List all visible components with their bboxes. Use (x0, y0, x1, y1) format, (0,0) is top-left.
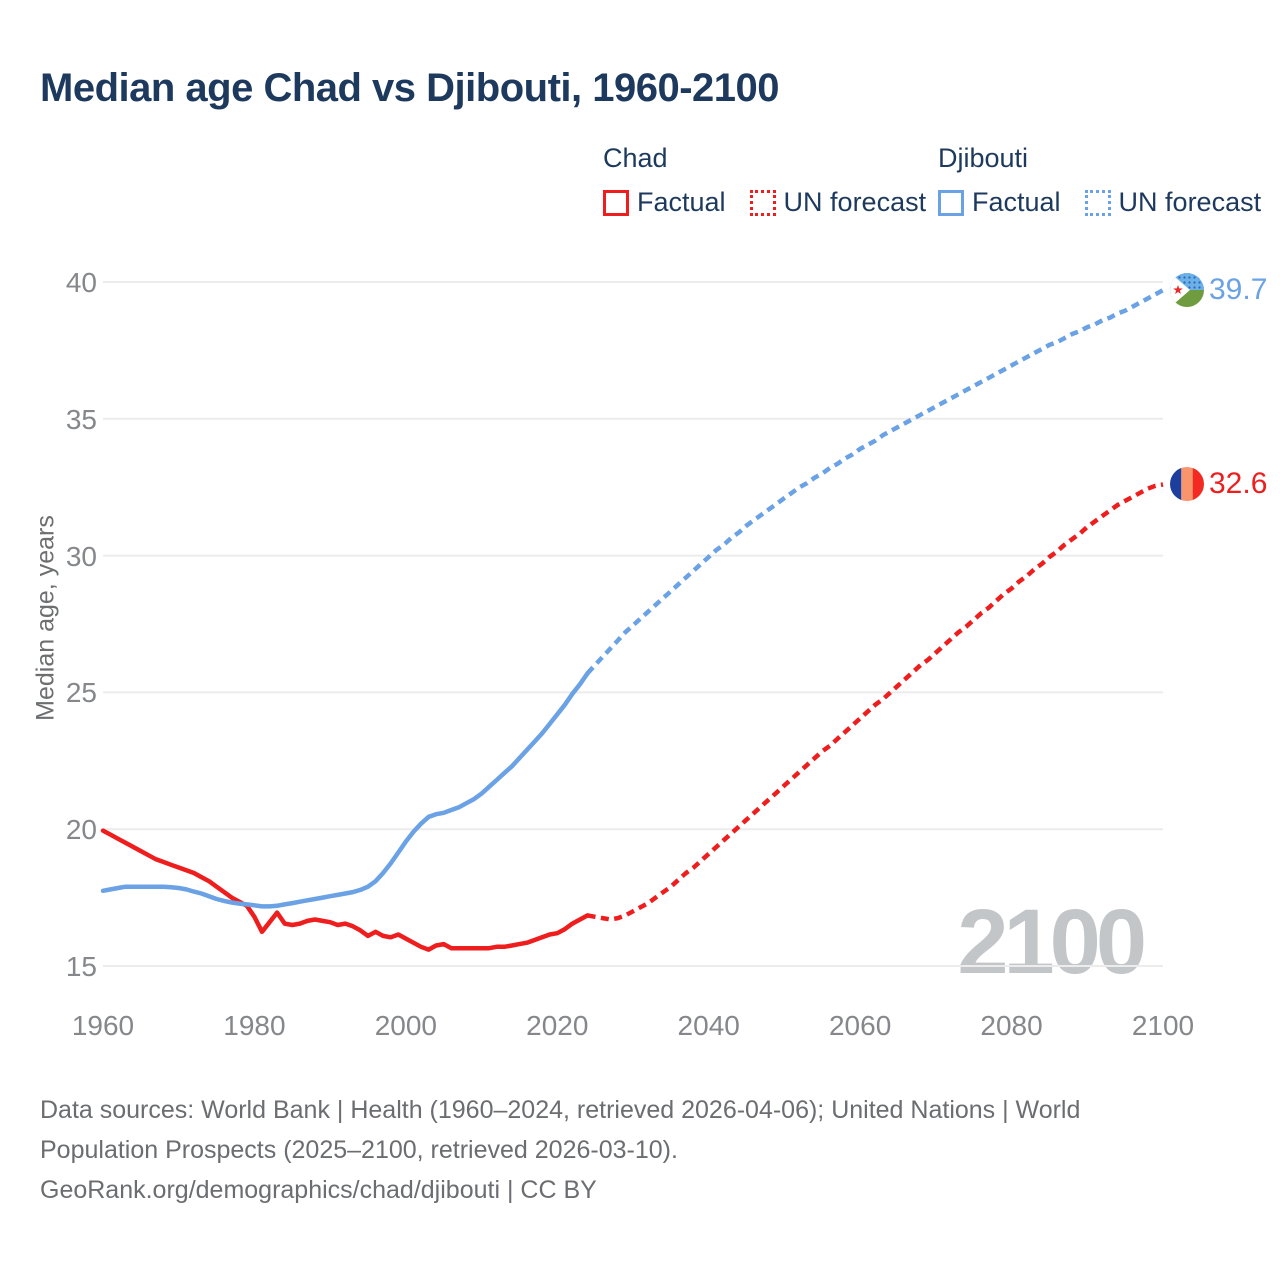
end-label-djibouti: 39.7 (1209, 273, 1268, 307)
x-tick-label: 1960 (71, 1010, 135, 1041)
legend-item-djibouti-factual: Factual (938, 187, 1061, 218)
legend-item-label: UN forecast (1118, 187, 1262, 217)
djibouti-flag-icon (1167, 270, 1207, 310)
footer-line: Population Prospects (2025–2100, retriev… (40, 1136, 678, 1164)
x-tick-label: 1980 (223, 1010, 286, 1041)
y-tick-label: 40 (65, 267, 97, 298)
y-tick-label: 35 (65, 403, 97, 435)
dotted-blue-swatch-icon (1084, 189, 1111, 216)
legend-group-chad: Chad Factual UN forecast (603, 143, 926, 218)
legend-item-label: UN forecast (783, 187, 927, 217)
legend-group-djibouti: Djibouti Factual UN forecast (938, 143, 1261, 218)
footer-line: Data sources: World Bank | Health (1960–… (40, 1096, 1081, 1124)
page-title: Median age Chad vs Djibouti, 1960-2100 (40, 66, 780, 110)
legend-item-label: Factual (637, 187, 726, 217)
legend-group-chad-title: Chad (603, 143, 668, 173)
x-tick-label: 2080 (980, 1010, 1043, 1041)
dotted-red-swatch-icon (749, 189, 776, 216)
watermark-year: 2100 (957, 891, 1147, 993)
x-tick-label: 2000 (374, 1010, 437, 1041)
djibouti-forecast-line (585, 288, 1165, 675)
y-tick-label: 25 (65, 677, 97, 709)
solid-red-swatch-icon (603, 189, 629, 216)
y-tick-label: 15 (65, 951, 97, 982)
x-tick-label: 2020 (526, 1010, 589, 1041)
end-label-chad: 32.6 (1209, 467, 1268, 501)
y-tick-label: 20 (65, 814, 97, 846)
x-tick-label: 2060 (828, 1010, 892, 1041)
chad-factual-line (100, 828, 590, 952)
data-sources-footer: Data sources: World Bank | Health (1960–… (40, 1090, 1180, 1210)
chad-forecast-line (587, 482, 1164, 922)
legend-group-djibouti-title: Djibouti (938, 143, 1029, 173)
footer-line: GeoRank.org/demographics/chad/djibouti |… (40, 1176, 597, 1204)
x-tick-label: 2040 (677, 1010, 740, 1041)
legend-item-chad-factual: Factual (603, 187, 726, 218)
djibouti-factual-line (100, 670, 590, 909)
legend-item-djibouti-forecast: UN forecast (1084, 187, 1262, 218)
solid-blue-swatch-icon (938, 189, 964, 216)
legend-item-chad-forecast: UN forecast (749, 187, 927, 218)
x-tick-label: 2100 (1131, 1010, 1195, 1041)
chad-flag-icon (1167, 464, 1207, 504)
legend-item-label: Factual (972, 187, 1061, 217)
y-tick-label: 30 (65, 540, 97, 572)
